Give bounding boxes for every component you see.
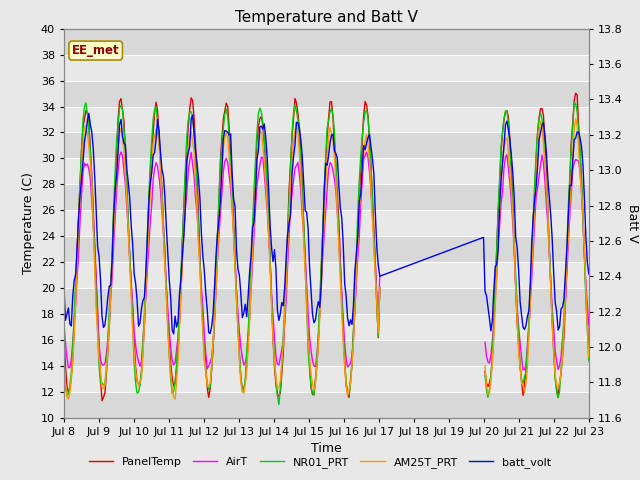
Line: PanelTemp: PanelTemp [64,93,589,401]
AM25T_PRT [234,328,242,334]
AM25T_PRT [243,367,251,372]
NR01_PRT [125,218,132,224]
NR01_PRT [216,162,224,168]
Bar [64,132,589,158]
X-axis label: Time: Time [311,442,342,455]
NR01_PRT [60,357,68,363]
batt_volt [220,135,227,141]
AirT [125,229,132,235]
Bar [64,262,589,288]
Line: AirT: AirT [64,132,589,370]
AirT [216,211,224,216]
batt_volt [585,271,593,277]
AirT [60,321,68,327]
batt_volt [60,286,68,292]
PanelTemp [234,322,242,327]
Bar [64,29,589,55]
AM25T_PRT [125,228,132,234]
batt_volt [85,110,93,116]
NR01_PRT [557,368,565,374]
PanelTemp [60,339,68,345]
PanelTemp [290,116,298,121]
Bar [64,392,589,418]
Bar [64,184,589,210]
Line: AM25T_PRT: AM25T_PRT [64,119,589,399]
Legend: PanelTemp, AirT, NR01_PRT, AM25T_PRT, batt_volt: PanelTemp, AirT, NR01_PRT, AM25T_PRT, ba… [84,452,556,472]
AM25T_PRT [60,356,68,361]
AM25T_PRT [216,191,224,197]
Bar [64,210,589,236]
AirT [234,309,242,315]
Line: NR01_PRT: NR01_PRT [64,103,589,404]
NR01_PRT [234,325,242,331]
batt_volt [237,291,244,297]
AM25T_PRT [557,369,565,374]
AirT [585,322,593,328]
Bar [64,81,589,107]
Bar [64,288,589,314]
Title: Temperature and Batt V: Temperature and Batt V [235,10,418,25]
NR01_PRT [290,110,298,116]
PanelTemp [585,347,593,353]
PanelTemp [557,371,565,376]
Bar [64,158,589,184]
AirT [243,353,251,359]
AirT [557,355,565,360]
PanelTemp [243,361,251,367]
NR01_PRT [585,358,593,364]
batt_volt [126,196,134,202]
Line: batt_volt: batt_volt [64,113,589,334]
Bar [64,314,589,340]
AirT [290,177,298,183]
AM25T_PRT [585,354,593,360]
batt_volt [246,269,253,275]
Bar [64,340,589,366]
Text: EE_met: EE_met [72,44,120,57]
Bar [64,236,589,262]
batt_volt [559,304,566,310]
batt_volt [170,331,177,337]
Bar [64,107,589,132]
PanelTemp [125,224,132,230]
NR01_PRT [243,349,251,355]
PanelTemp [216,158,224,164]
Bar [64,55,589,81]
AM25T_PRT [290,140,298,146]
batt_volt [292,120,300,125]
Bar [64,366,589,392]
Y-axis label: Temperature (C): Temperature (C) [22,172,35,274]
Y-axis label: Batt V: Batt V [627,204,639,242]
